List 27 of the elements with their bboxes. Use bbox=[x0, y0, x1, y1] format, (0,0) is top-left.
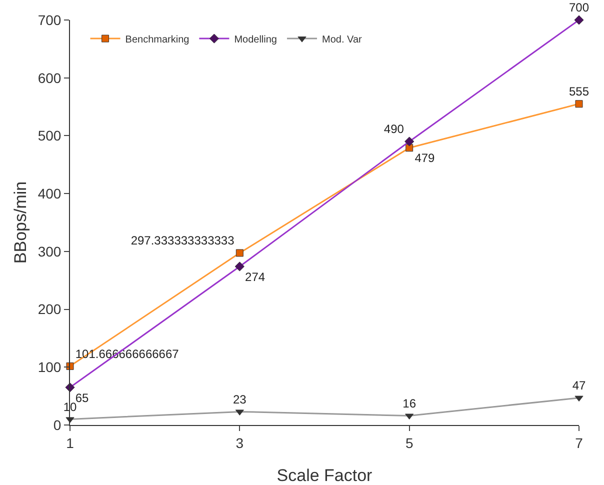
y-tick-label: 0 bbox=[53, 416, 62, 433]
y-tick-label: 500 bbox=[38, 128, 62, 144]
y-tick-label: 700 bbox=[38, 12, 62, 28]
legend-label: Modelling bbox=[234, 34, 278, 46]
data-label: 16 bbox=[402, 396, 416, 410]
y-tick-label: 100 bbox=[38, 359, 62, 376]
legend-label: Benchmarking bbox=[125, 34, 190, 46]
data-label: 65 bbox=[75, 390, 90, 405]
data-label: 47 bbox=[572, 378, 586, 392]
y-axis-title: BBops/min bbox=[11, 181, 30, 264]
data-label: 297.333333333333 bbox=[130, 234, 235, 248]
data-label: 490 bbox=[384, 122, 404, 136]
data-label: 700 bbox=[568, 0, 590, 15]
x-tick-label: 3 bbox=[236, 434, 244, 451]
x-axis-title: Scale Factor bbox=[276, 466, 373, 485]
y-tick-label: 400 bbox=[38, 185, 62, 202]
y-tick-label: 600 bbox=[38, 70, 62, 86]
y-tick-label: 200 bbox=[38, 301, 62, 318]
legend-label: Mod. Var bbox=[322, 34, 363, 46]
data-label: 555 bbox=[568, 84, 590, 99]
x-tick-label: 7 bbox=[575, 434, 584, 451]
x-tick-label: 1 bbox=[66, 434, 74, 451]
data-label: 479 bbox=[414, 151, 436, 166]
data-label: 23 bbox=[232, 392, 247, 406]
x-tick-label: 5 bbox=[405, 434, 414, 451]
data-label: 274 bbox=[245, 270, 266, 284]
y-tick-label: 300 bbox=[38, 243, 62, 260]
